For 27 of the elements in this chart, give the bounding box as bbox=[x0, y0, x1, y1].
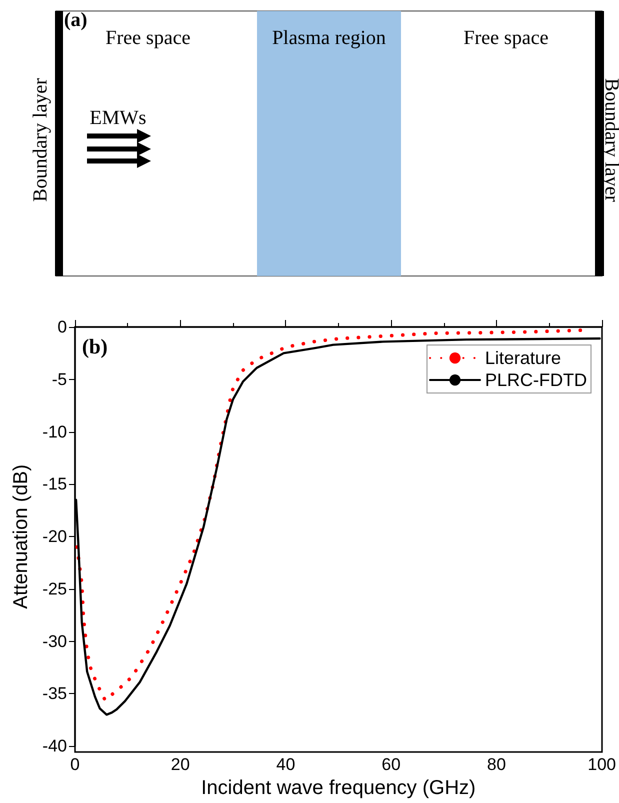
y-tick-label: -30 bbox=[42, 632, 67, 651]
x-tick-label: 20 bbox=[170, 755, 190, 774]
x-tick-label: 80 bbox=[486, 755, 506, 774]
y-tick-label: -25 bbox=[42, 579, 67, 598]
y-tick-label: -20 bbox=[42, 527, 67, 546]
y-axis-title: Attenuation (dB) bbox=[10, 464, 32, 609]
x-axis-title: Incident wave frequency (GHz) bbox=[201, 777, 476, 799]
text: (a) bbox=[64, 9, 88, 31]
text: Boundary layer bbox=[600, 78, 619, 202]
y-tick-label: -15 bbox=[42, 474, 67, 494]
text: Free space bbox=[464, 27, 549, 49]
y-tick-label: -10 bbox=[42, 422, 67, 442]
x-tick-label: 0 bbox=[70, 755, 80, 774]
text: Plasma region bbox=[272, 27, 386, 49]
text: Free space bbox=[106, 27, 191, 49]
y-tick-label: -5 bbox=[52, 370, 67, 389]
text: Boundary layer bbox=[30, 78, 52, 202]
legend-label: PLRC-FDTD bbox=[485, 370, 588, 390]
y-tick-label: 0 bbox=[58, 318, 67, 336]
x-tick-label: 60 bbox=[382, 755, 401, 774]
annotation: (b) bbox=[82, 334, 108, 358]
legend-label: Literature bbox=[485, 348, 562, 368]
x-tick-label: 100 bbox=[588, 755, 616, 774]
y-tick-label: -40 bbox=[42, 736, 67, 756]
text: EMWs bbox=[90, 107, 147, 129]
y-tick-label: -35 bbox=[42, 684, 67, 704]
x-tick-label: 40 bbox=[276, 755, 296, 774]
